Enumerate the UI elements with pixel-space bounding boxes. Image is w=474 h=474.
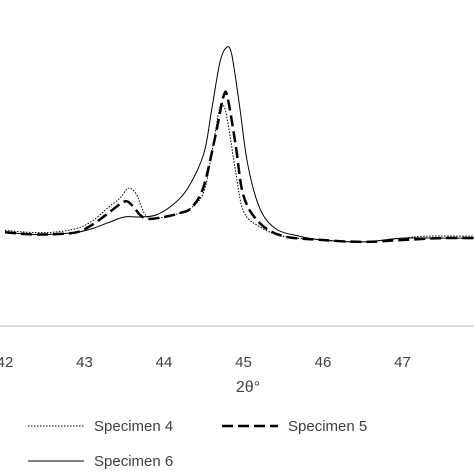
x-tick-label: 45 [235,354,252,371]
x-tick-label: 46 [315,354,332,371]
x-tick-labels: 42 43 44 45 46 47 [0,354,411,371]
series-layer [4,46,474,244]
x-tick-label: 42 [0,354,13,371]
legend: Specimen 4 Specimen 5 Specimen 6 [28,418,367,470]
legend-label-specimen-4: Specimen 4 [94,418,173,435]
legend-label-specimen-6: Specimen 6 [94,453,173,470]
series-line-specimen-5 [4,90,474,244]
series-line-specimen-6 [4,46,474,243]
x-tick-label: 43 [76,354,93,371]
x-axis-title: 2θ° [236,379,260,396]
legend-label-specimen-5: Specimen 5 [288,418,367,435]
x-tick-label: 44 [156,354,173,371]
series-line-specimen-4 [4,102,474,243]
x-tick-label: 47 [394,354,411,371]
